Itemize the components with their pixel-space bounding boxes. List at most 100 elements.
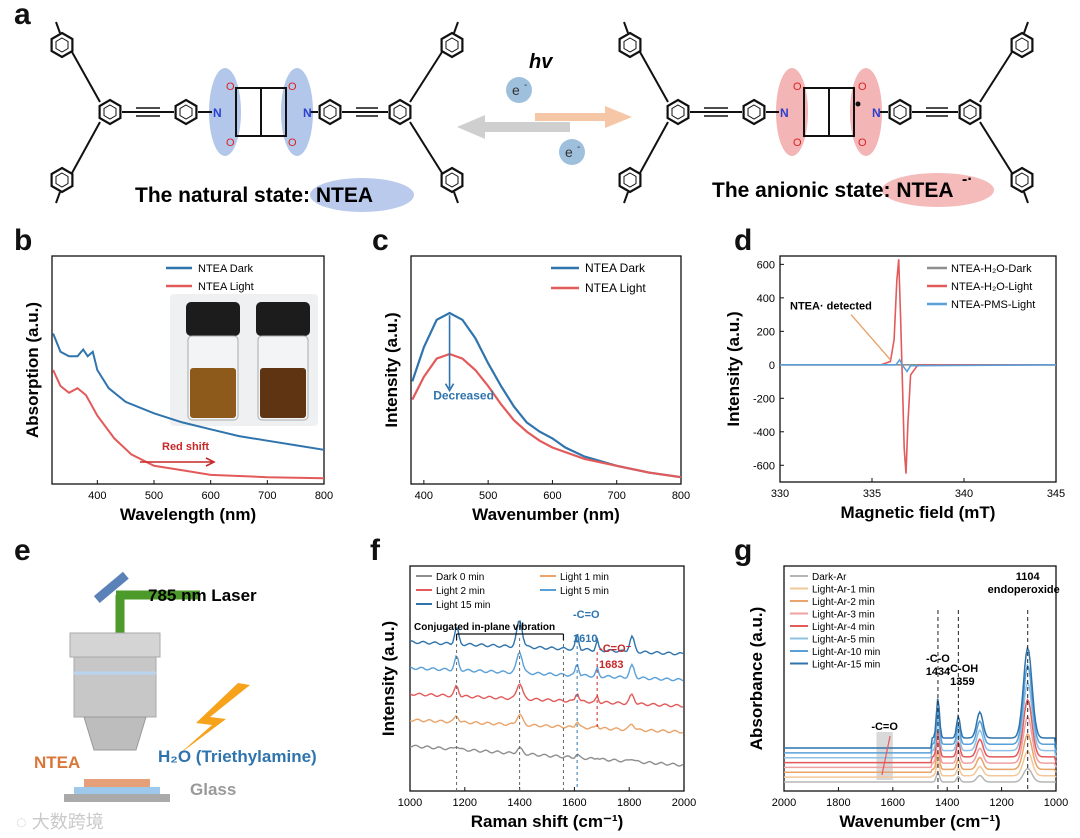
series-line bbox=[784, 698, 1057, 764]
chart-c: 400 500 600 700 800 Wavenumber (nm) Intensity … bbox=[382, 255, 690, 524]
legend-label: Light-Ar-4 min bbox=[812, 622, 875, 633]
series-line bbox=[409, 620, 684, 656]
x-tick-label: 2000 bbox=[772, 797, 796, 809]
x-tick-label: 1800 bbox=[617, 797, 641, 809]
mirror bbox=[93, 571, 129, 604]
y-tick-label: -600 bbox=[753, 460, 775, 472]
chart-g: 2000 1800 1600 1400 1200 1000 Wavenumber (cm⁻¹… bbox=[747, 565, 1068, 831]
vial-cap bbox=[256, 302, 310, 336]
panel-b-label: b bbox=[14, 224, 33, 257]
anionic-superscript: -· bbox=[962, 171, 973, 188]
objective-body bbox=[73, 656, 157, 718]
legend-label: Light-Ar-5 min bbox=[812, 635, 875, 646]
x-tick-label: 1200 bbox=[453, 797, 477, 809]
vial-photo bbox=[170, 294, 318, 426]
series-line bbox=[784, 663, 1057, 754]
annotation-conjugated: Conjugated in-plane vibration bbox=[414, 622, 555, 633]
ntea-sample bbox=[84, 779, 150, 789]
plot-frame bbox=[783, 565, 1057, 792]
annotation-co: -C-O bbox=[926, 653, 950, 665]
series-line bbox=[784, 732, 1057, 774]
series-line bbox=[411, 352, 682, 479]
electron-sup-top: - bbox=[524, 80, 527, 91]
y-tick-label: 200 bbox=[757, 326, 775, 338]
annotation-coh: -C-OH bbox=[946, 663, 978, 675]
series-line bbox=[409, 713, 684, 734]
annotation-co-minus: -C=O⁻ bbox=[599, 643, 632, 655]
series-line bbox=[52, 369, 325, 480]
x-tick-label: 800 bbox=[315, 490, 333, 502]
legend-label: NTEA-PMS-Light bbox=[951, 299, 1035, 311]
legend-label: NTEA Dark bbox=[585, 261, 646, 275]
vial-liquid bbox=[260, 368, 306, 418]
annotation-red-shift: Red shift bbox=[162, 441, 209, 453]
reverse-arrow bbox=[457, 115, 570, 139]
annotation-c-eq-o: -C=O bbox=[871, 721, 898, 733]
series-line bbox=[780, 358, 1057, 373]
series-line bbox=[409, 744, 684, 767]
x-tick-label: 700 bbox=[258, 490, 276, 502]
x-tick-label: 335 bbox=[863, 488, 881, 500]
pointer bbox=[881, 735, 891, 776]
legend-label: NTEA-H₂O-Dark bbox=[951, 263, 1032, 275]
lightning-icon bbox=[178, 683, 250, 755]
legend-label: Light-Ar-15 min bbox=[812, 660, 880, 671]
x-axis-label: Wavelength (nm) bbox=[120, 505, 256, 524]
legend-label: NTEA Light bbox=[198, 281, 254, 293]
panel-d-label: d bbox=[734, 224, 753, 257]
x-tick-label: 1400 bbox=[935, 797, 959, 809]
panel-f-label: f bbox=[370, 534, 380, 567]
ntea-natural-molecule: N N O O O O bbox=[50, 21, 464, 204]
electron-label-bottom: e bbox=[565, 144, 573, 160]
objective-lens bbox=[83, 716, 147, 751]
legend-label: Light-Ar-3 min bbox=[812, 610, 875, 621]
series-line bbox=[784, 767, 1056, 783]
legend-label: Light 5 min bbox=[560, 586, 609, 597]
chart-d: 330 335 340 345 Magnetic field (mT) Intensity… bbox=[724, 255, 1065, 522]
x-tick-label: 1200 bbox=[989, 797, 1013, 809]
x-axis-label: Magnetic field (mT) bbox=[841, 503, 996, 522]
electron-sup-bottom: - bbox=[577, 142, 580, 153]
svg-text:N: N bbox=[303, 106, 312, 120]
legend-label: NTEA Light bbox=[585, 281, 646, 295]
annotation-co: -C=O bbox=[573, 609, 600, 621]
series-line bbox=[784, 715, 1057, 769]
red-shift-arrow bbox=[140, 457, 216, 467]
x-tick-label: 345 bbox=[1047, 488, 1065, 500]
ntea-anionic-molecule: N N O O O O bbox=[618, 21, 1034, 204]
x-tick-label: 1800 bbox=[826, 797, 850, 809]
watermark-logo: ◌ bbox=[16, 812, 32, 832]
series-line bbox=[784, 750, 1057, 778]
watermark: ◌ 大数跨境 bbox=[16, 812, 104, 832]
annotation-endoperoxide: endoperoxide bbox=[988, 584, 1060, 596]
natural-state-label: The natural state: NTEA bbox=[135, 184, 373, 207]
anionic-state-label: The anionic state: NTEA bbox=[712, 179, 954, 202]
svg-text:O: O bbox=[288, 137, 297, 149]
electron-bubble-bottom bbox=[559, 139, 585, 165]
chart-f: 1000 1200 1400 1600 1800 2000 Raman shift (cm⁻… bbox=[379, 565, 696, 831]
electron-label-top: e bbox=[512, 82, 520, 98]
glass-label: Glass bbox=[190, 780, 236, 799]
legend-label: Dark-Ar bbox=[812, 572, 847, 583]
y-tick-label: -200 bbox=[753, 393, 775, 405]
glass-slide bbox=[64, 794, 170, 802]
x-tick-label: 340 bbox=[955, 488, 973, 500]
svg-text:O: O bbox=[858, 137, 867, 149]
x-tick-label: 500 bbox=[145, 490, 163, 502]
x-tick-label: 700 bbox=[608, 490, 626, 502]
electron-bubble-top bbox=[506, 77, 532, 103]
legend-label: Light-Ar-10 min bbox=[812, 647, 880, 658]
x-tick-label: 500 bbox=[479, 490, 497, 502]
x-axis-label: Raman shift (cm⁻¹) bbox=[471, 812, 624, 831]
svg-text:O: O bbox=[288, 81, 297, 93]
legend-label: Light-Ar-1 min bbox=[812, 585, 875, 596]
y-tick-label: 400 bbox=[757, 293, 775, 305]
h2o-label: H₂O (Triethylamine) bbox=[158, 747, 317, 766]
legend-label: NTEA Dark bbox=[198, 263, 254, 275]
vial-cap bbox=[186, 302, 240, 336]
annotation-1359: 1359 bbox=[950, 676, 974, 688]
panel-a-label: a bbox=[14, 0, 31, 31]
water-layer bbox=[74, 787, 160, 794]
y-axis-label: Intensity (a.u.) bbox=[379, 621, 398, 736]
forward-arrow bbox=[535, 106, 632, 128]
